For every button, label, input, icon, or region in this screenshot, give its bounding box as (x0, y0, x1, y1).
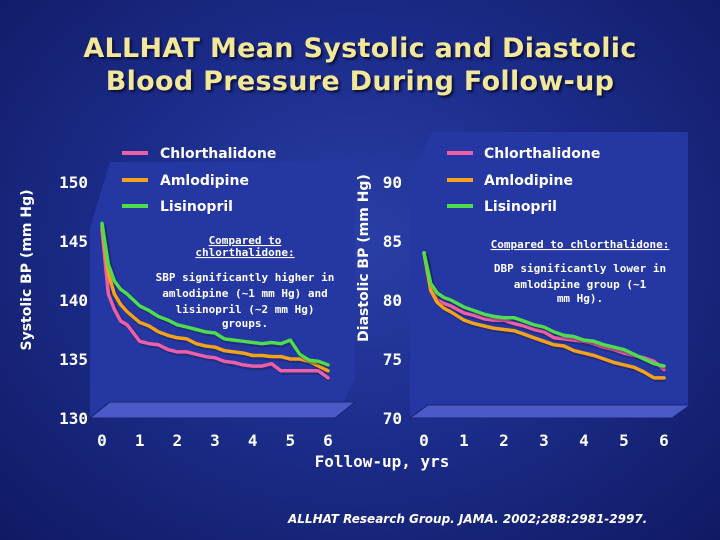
sbp-x-tick-label: 6 (323, 431, 333, 450)
sbp-x-tick-label: 3 (210, 431, 220, 450)
dbp-series-line-amlodipine (422, 251, 666, 380)
sbp-y-tick-label: 145 (59, 232, 88, 251)
citation: ALLHAT Research Group. JAMA. 2002;288:29… (288, 512, 648, 526)
sbp-series-line-lisinopril (100, 221, 330, 367)
dbp-y-tick-label: 85 (383, 232, 402, 251)
dbp-annotation-line: Compared to chlorthalidone: (491, 238, 670, 251)
dbp-y-tick-label: 70 (383, 409, 402, 428)
dbp-x-tick-label: 1 (459, 431, 469, 450)
dbp-series-line-lisinopril (422, 251, 666, 368)
dbp-x-tick-label: 4 (579, 431, 589, 450)
sbp-annotation-line: chlorthalidone: (195, 246, 294, 259)
dbp-x-tick-label: 0 (419, 431, 429, 450)
sbp-y-tick-label: 150 (59, 173, 88, 192)
sbp-y-tick-label: 130 (59, 409, 88, 428)
sbp-x-tick-label: 1 (135, 431, 145, 450)
sbp-annotation-line: Compared to (209, 234, 282, 247)
sbp-plot-floor (88, 401, 357, 419)
dbp-legend-label-lisinopril: Lisinopril (484, 199, 557, 215)
dbp-x-tick-label: 5 (619, 431, 629, 450)
dbp-plot-floor (408, 404, 692, 419)
sbp-annotation-line: amlodipine (~1 mm Hg) and (162, 287, 328, 300)
sbp-x-tick-label: 5 (286, 431, 296, 450)
dbp-x-tick-label: 6 (659, 431, 669, 450)
sbp-legend-label-amlodipine: Amlodipine (160, 173, 249, 189)
dbp-y-axis-label: Diastolic BP (mm Hg) (356, 174, 372, 342)
sbp-annotation-line: groups. (222, 317, 268, 330)
dbp-annotation-line: amlodipine group (~1 (514, 278, 647, 291)
dbp-annotation-line: mm Hg). (557, 292, 603, 305)
dbp-legend-label-amlodipine: Amlodipine (484, 173, 573, 189)
dbp-x-tick-label: 3 (539, 431, 549, 450)
sbp-legend-label-chlorthalidone: Chlorthalidone (160, 146, 276, 162)
sbp-y-tick-label: 140 (59, 291, 88, 310)
sbp-x-tick-label: 0 (97, 431, 107, 450)
sbp-series-line-amlodipine (100, 223, 330, 373)
title-line-1: ALLHAT Mean Systolic and Diastolic (83, 33, 637, 64)
dbp-legend-label-chlorthalidone: Chlorthalidone (484, 146, 600, 162)
dbp-y-tick-label: 80 (383, 291, 402, 310)
sbp-legend-label-lisinopril: Lisinopril (160, 199, 233, 215)
sbp-series-line-chlorthalidone (100, 227, 330, 380)
dbp-x-tick-label: 2 (499, 431, 509, 450)
dbp-y-tick-label: 75 (383, 350, 402, 369)
dbp-annotation-line: DBP significantly lower in (494, 262, 666, 275)
sbp-annotation-line: lisinopril (~2 mm Hg) (175, 303, 314, 316)
title-line-2: Blood Pressure During Follow-up (105, 66, 615, 97)
sbp-annotation-line: SBP significantly higher in (156, 271, 335, 284)
sbp-x-tick-label: 4 (248, 431, 258, 450)
slide-title: ALLHAT Mean Systolic and Diastolic Blood… (0, 32, 720, 98)
sbp-plot-panel (90, 162, 355, 418)
x-axis-label: Follow-up, yrs (315, 452, 450, 471)
dbp-series-line-chlorthalidone (422, 251, 666, 372)
dbp-y-tick-label: 90 (383, 173, 402, 192)
sbp-y-tick-label: 135 (59, 350, 88, 369)
sbp-x-tick-label: 2 (173, 431, 183, 450)
sbp-y-axis-label: Systolic BP (mm Hg) (19, 189, 35, 350)
